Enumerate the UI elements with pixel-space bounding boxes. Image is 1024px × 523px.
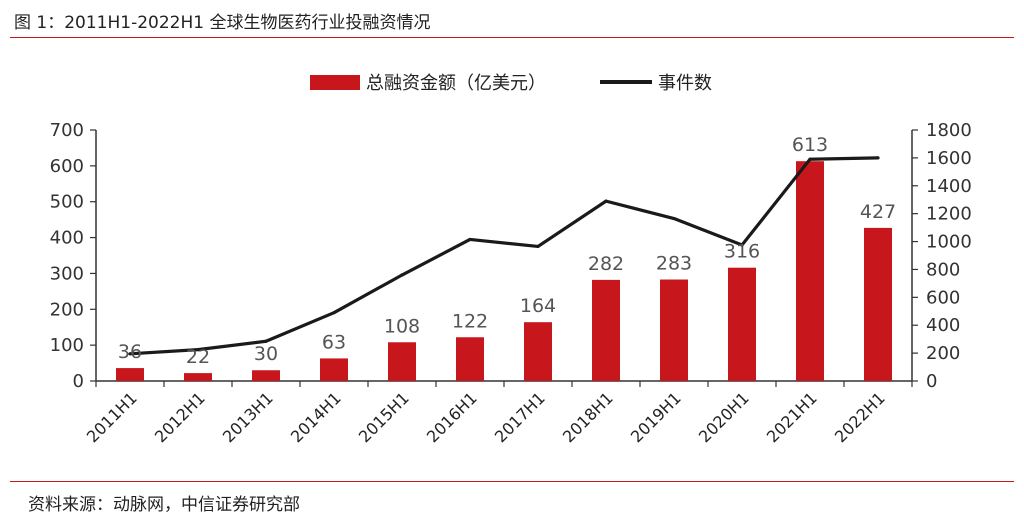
x-tick-label: 2014H1 [287, 388, 345, 446]
y-right-tick-label: 200 [926, 343, 960, 364]
bar [592, 279, 620, 381]
line-series [128, 156, 880, 356]
y-left-tick-label: 200 [50, 299, 84, 320]
y-left-tick-label: 700 [50, 120, 84, 141]
legend: 总融资金额（亿美元） 事件数 [310, 73, 712, 94]
event-count-line [129, 156, 879, 356]
bar [252, 370, 280, 381]
source-note: 资料来源：动脉网，中信证券研究部 [28, 495, 300, 515]
bar [388, 342, 416, 381]
bar-value-label: 63 [322, 331, 346, 353]
x-tick-label: 2015H1 [355, 388, 413, 446]
bar-value-label: 164 [520, 295, 556, 317]
event-count-point [332, 311, 336, 315]
y-right-tick-label: 1200 [926, 204, 972, 225]
y-left-tick-label: 100 [50, 335, 84, 356]
y-right-tick-label: 800 [926, 259, 960, 280]
y-right-tick-label: 1400 [926, 176, 972, 197]
bar [796, 161, 824, 381]
bar-value-label: 316 [724, 241, 760, 263]
bar-value-label: 30 [254, 343, 278, 365]
x-tick-label: 2022H1 [831, 388, 889, 446]
y-right-tick-label: 1600 [926, 148, 972, 169]
bar [728, 267, 756, 381]
event-count-point [672, 216, 676, 221]
bar-series [116, 161, 892, 381]
y-right-tick-label: 1000 [926, 232, 972, 253]
bar [320, 358, 348, 381]
y-right-tick-label: 1800 [926, 120, 972, 141]
event-count-point [196, 348, 200, 352]
bar-value-label: 282 [588, 253, 624, 275]
y-left-tick-label: 600 [50, 156, 84, 177]
x-tick-label: 2019H1 [627, 388, 685, 446]
bar [116, 368, 144, 381]
event-count-point [808, 157, 812, 161]
bar [524, 322, 552, 381]
bar-value-label: 427 [860, 201, 896, 223]
x-tick-label: 2011H1 [83, 388, 141, 446]
bar-value-label: 283 [656, 253, 692, 275]
bar-value-label: 122 [452, 310, 488, 332]
x-tick-label: 2018H1 [559, 388, 617, 446]
event-count-point [876, 156, 880, 160]
y-left-tick-label: 300 [50, 263, 84, 284]
event-count-point [400, 273, 404, 277]
bar-value-label: 613 [792, 134, 828, 156]
footer-divider [10, 481, 1014, 482]
x-tick-label: 2016H1 [423, 388, 481, 446]
x-tick-label: 2013H1 [219, 388, 277, 446]
bar-value-label: 22 [186, 346, 210, 368]
y-left-tick-label: 400 [50, 228, 84, 249]
legend-label-bar: 总融资金额（亿美元） [366, 73, 546, 94]
event-count-point [264, 339, 268, 343]
bar-value-label: 36 [118, 341, 142, 363]
bar [456, 337, 484, 381]
title-divider [10, 37, 1014, 38]
y-left-tick-label: 500 [50, 192, 84, 213]
bar [660, 279, 688, 381]
page-title: 图 1：2011H1-2022H1 全球生物医药行业投融资情况 [14, 13, 431, 33]
bar [184, 373, 212, 381]
legend-swatch-bar [310, 75, 360, 90]
event-count-point [740, 243, 744, 247]
y-right-tick-label: 0 [926, 371, 937, 392]
legend-label-line: 事件数 [658, 73, 712, 94]
x-tick-label: 2020H1 [695, 388, 753, 446]
y-right-tick-label: 600 [926, 287, 960, 308]
event-count-point [604, 199, 608, 203]
axes: 0 100 200 300 400 500 600 700 0 200 400 600 800 1000 1… [50, 120, 972, 446]
event-count-point [536, 244, 540, 249]
x-tick-label: 2021H1 [763, 388, 821, 446]
y-right-tick-label: 400 [926, 315, 960, 336]
x-tick-label: 2017H1 [491, 388, 549, 446]
bar-value-label: 108 [384, 315, 420, 337]
event-count-point [128, 352, 132, 356]
data-labels: 36 22 30 63 108 122 164 282 283 316 613 427 [118, 134, 896, 368]
x-tick-label: 2012H1 [151, 388, 209, 446]
event-count-point [468, 237, 472, 242]
y-left-tick-label: 0 [73, 371, 84, 392]
bar [864, 227, 892, 381]
